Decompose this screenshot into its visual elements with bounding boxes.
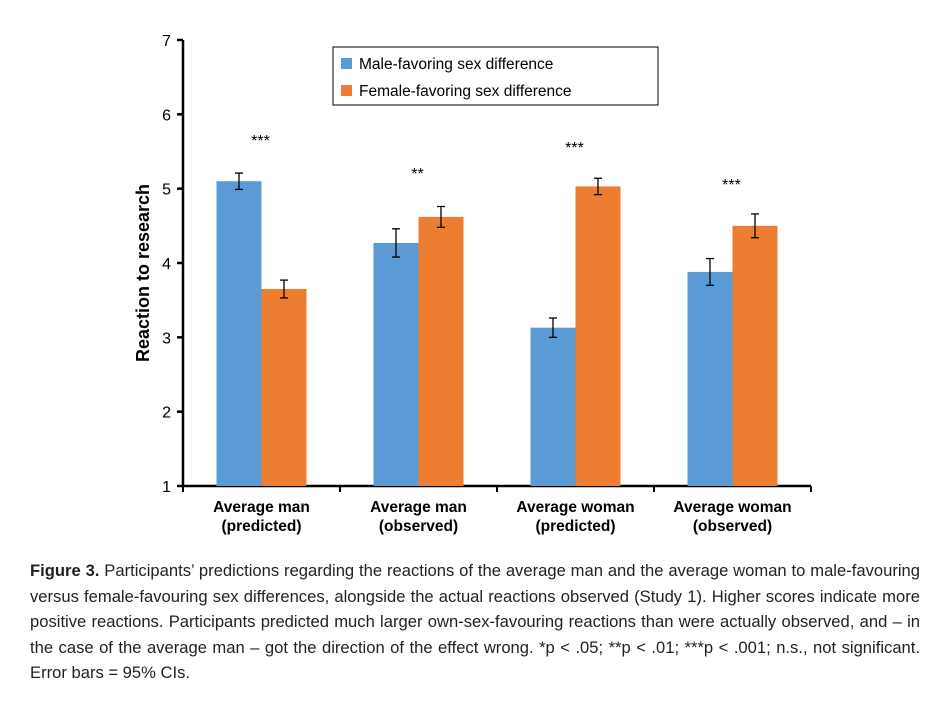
category-label: (observed) [379,518,458,535]
category-label: Average woman [516,499,634,516]
bar [687,271,733,486]
significance-label: *** [722,177,741,194]
caption-label: Figure 3. [30,561,100,580]
bar [418,216,464,486]
y-tick-label: 7 [162,33,171,50]
caption-text: Participants’ predictions regarding the … [30,561,920,682]
legend-box [332,46,659,106]
y-tick-label: 1 [162,479,171,496]
category-label: (predicted) [535,518,615,535]
significance-label: *** [565,140,584,157]
category-label: (predicted) [221,518,301,535]
legend-swatch [341,58,352,69]
y-axis-label: Reaction to research [133,184,153,362]
significance-label: *** [251,133,270,150]
bar-chart: 1 2 3 4 5 6 7 Reaction to research Average man (p… [133,33,812,535]
bar [575,186,621,487]
bar [530,327,576,486]
category-label: Average woman [673,499,791,516]
legend-label: Male-favoring sex difference [359,56,553,73]
figure-caption: Figure 3. Participants’ predictions rega… [30,558,920,686]
legend-label: Female-favoring sex difference [359,83,572,100]
y-tick-label: 2 [162,405,171,422]
y-tick-label: 3 [162,330,171,347]
y-tick-label: 5 [162,182,171,199]
bar [732,225,778,487]
bar [216,181,262,486]
bar [373,242,419,486]
category-label: Average man [370,499,467,516]
legend-swatch [341,85,352,96]
category-label: Average man [213,499,310,516]
y-tick-label: 6 [162,107,171,124]
category-label: (observed) [693,518,772,535]
y-tick-label: 4 [162,256,171,273]
bar [261,289,307,486]
significance-label: ** [411,166,423,183]
